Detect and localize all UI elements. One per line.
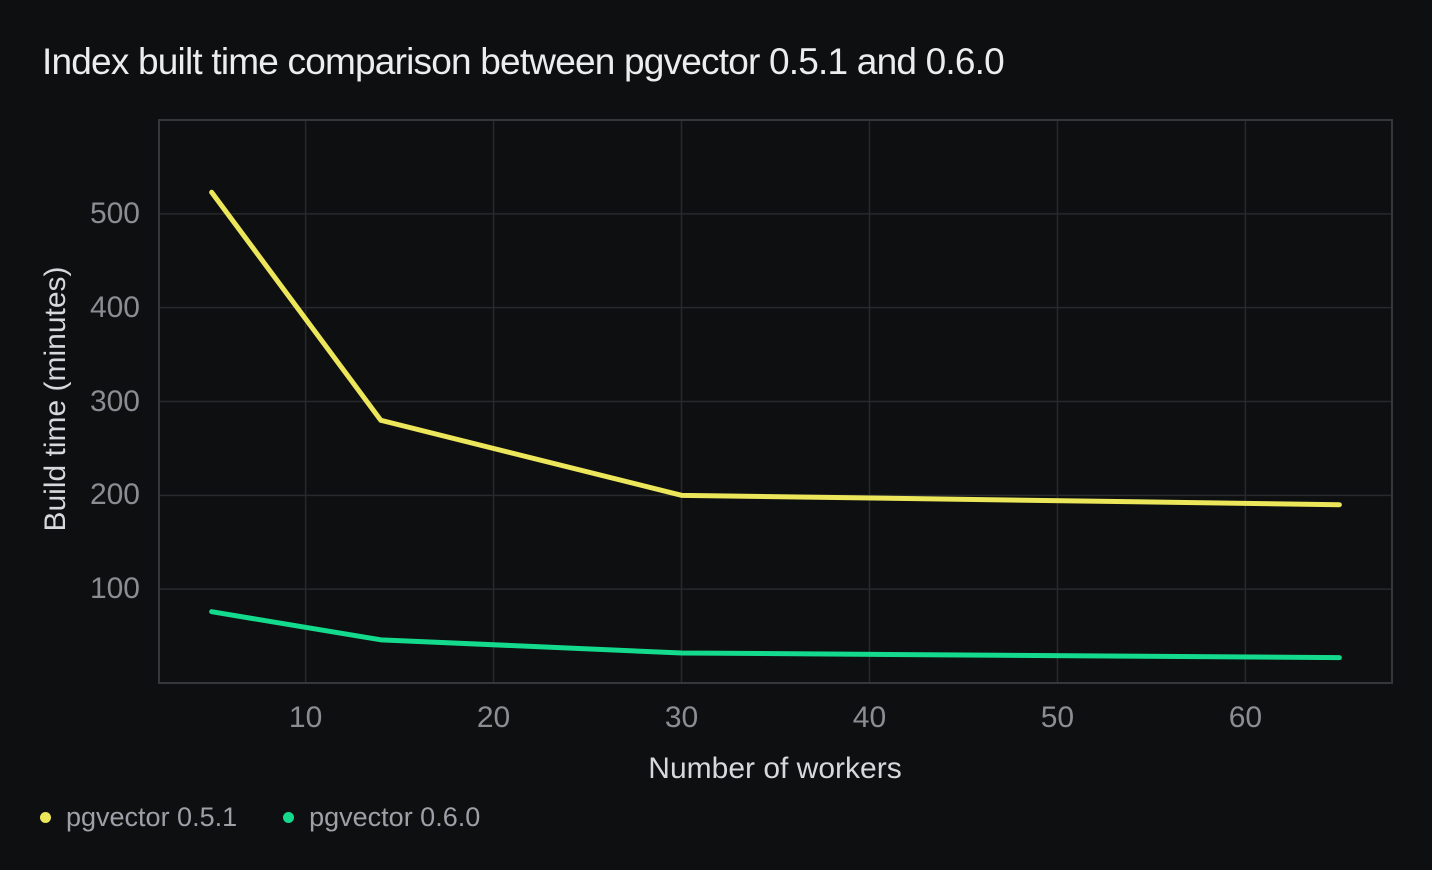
legend-dot-pgvector-0-5-1: [40, 812, 51, 823]
legend-item-pgvector-0-5-1[interactable]: pgvector 0.5.1: [40, 802, 237, 833]
x-tick-label-40: 40: [852, 701, 887, 734]
legend-label: pgvector 0.5.1: [66, 802, 238, 832]
legend-label: pgvector 0.6.0: [309, 802, 481, 832]
y-axis-title: Build time (minutes): [39, 266, 72, 532]
series-line-pgvector-0-6-0[interactable]: [209, 609, 1342, 661]
legend-dot-pgvector-0-6-0: [283, 812, 295, 823]
y-tick-label-200: 200: [89, 478, 140, 512]
legend: pgvector 0.5.1 pgvector 0.6.0: [40, 802, 480, 833]
x-axis-title: Number of workers: [648, 752, 902, 785]
x-tick-label-20: 20: [476, 701, 511, 734]
y-tick-label-400: 400: [89, 290, 140, 324]
series-line-pgvector-0-5-1[interactable]: [209, 189, 1342, 508]
y-tick-label-300: 300: [89, 384, 140, 418]
x-tick-label-10: 10: [288, 701, 323, 734]
x-tick-label-60: 60: [1228, 701, 1263, 734]
x-tick-label-30: 30: [664, 701, 699, 734]
plot-border: [158, 119, 1393, 684]
y-tick-label-500: 500: [89, 196, 140, 230]
x-tick-label-50: 50: [1040, 701, 1075, 734]
chart-title: Index built time comparison between pgve…: [42, 41, 1005, 82]
y-tick-label-100: 100: [89, 572, 140, 606]
legend-item-pgvector-0-6-0[interactable]: pgvector 0.6.0: [283, 802, 480, 833]
